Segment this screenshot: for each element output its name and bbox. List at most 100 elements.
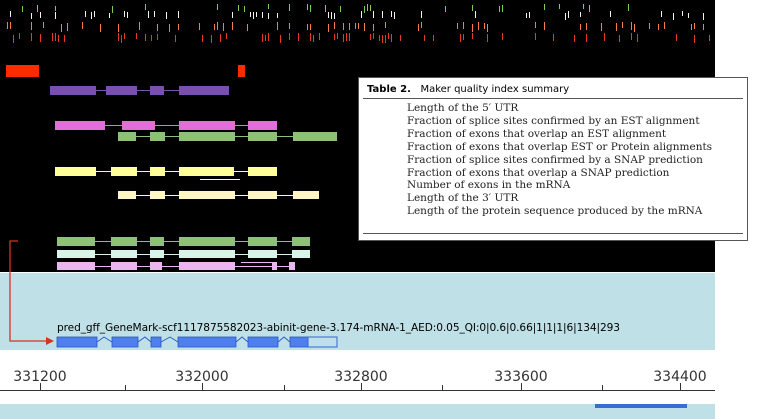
alignment-exon[interactable] [55,167,96,176]
evidence-tick [688,13,689,18]
evidence-tick [202,35,203,42]
evidence-tick [250,12,251,17]
evidence-tick [10,11,11,17]
alignment-exon[interactable] [289,262,295,270]
alignment-exon[interactable] [118,191,136,199]
evidence-tick [391,11,392,17]
alignment-exon[interactable] [293,191,319,199]
alignment-exon[interactable] [150,132,165,141]
evidence-tick [55,12,56,19]
gene-model-exon[interactable] [150,336,162,348]
evidence-tick [121,35,122,43]
ruler-axis [0,390,715,391]
gene-model-exon[interactable] [247,336,279,348]
evidence-tick [358,23,359,29]
alignment-exon[interactable] [150,167,165,176]
evidence-tick [463,34,464,40]
alignment-exon[interactable] [150,250,164,258]
evidence-tick [94,11,95,17]
alignment-exon[interactable] [111,250,137,258]
alignment-exon[interactable] [118,132,136,141]
alignment-exon[interactable] [248,167,277,176]
alignment-exon[interactable] [150,262,162,270]
evidence-tick [319,33,320,40]
alignment-exon[interactable] [292,237,310,246]
evidence-tick [544,4,545,10]
ruler-tick [125,385,126,390]
table-caption-label: Table 2. [367,84,411,95]
alignment-exon[interactable] [111,262,137,270]
alignment-exon[interactable] [179,167,234,176]
evidence-tick [217,22,218,30]
alignment-exon[interactable] [179,191,235,199]
red-feature-block[interactable] [6,65,39,77]
alignment-exon[interactable] [106,86,137,95]
evidence-tick [127,12,128,18]
alignment-exon[interactable] [272,262,277,270]
evidence-tick [691,24,692,30]
alignment-exon[interactable] [179,132,235,141]
evidence-tick [10,22,11,29]
table-top-rule [363,98,743,99]
red-feature-block[interactable] [238,65,245,77]
alignment-exon[interactable] [179,237,235,246]
gene-model-structure[interactable] [50,334,395,354]
evidence-tick [124,11,125,17]
evidence-tick [601,23,602,31]
alignment-exon[interactable] [179,121,235,130]
evidence-tick [544,22,545,30]
evidence-tick [13,35,14,43]
evidence-tick [703,13,704,20]
alignment-exon[interactable] [55,121,105,130]
alignment-exon[interactable] [122,121,155,130]
evidence-tick [694,35,695,43]
alignment-exon[interactable] [248,250,277,258]
evidence-tick [370,34,371,40]
evidence-tick [37,5,38,12]
alignment-exon[interactable] [111,167,137,176]
lower-track-feature[interactable] [595,404,687,408]
ruler-tick [442,385,443,390]
alignment-exon[interactable] [57,262,95,270]
evidence-tick [337,33,338,39]
evidence-tick [112,6,113,13]
alignment-intron [96,171,111,172]
gene-model-exon[interactable] [289,336,309,348]
alignment-exon[interactable] [248,121,277,130]
alignment-exon[interactable] [57,237,95,246]
gene-model-exon[interactable] [177,336,237,348]
evidence-tick [151,35,152,41]
evidence-tick [610,11,611,17]
alignment-exon[interactable] [57,250,95,258]
gene-model-utr[interactable] [307,336,338,348]
alignment-exon[interactable] [248,132,277,141]
alignment-exon[interactable] [179,86,229,95]
evidence-tick [637,34,638,42]
alignment-exon[interactable] [150,191,165,199]
alignment-exon[interactable] [150,237,164,246]
alignment-exon[interactable] [111,237,137,246]
table-row: Length of the 3′ UTR [407,192,519,205]
alignment-exon[interactable] [248,191,277,199]
alignment-exon[interactable] [179,262,235,270]
alignment-exon[interactable] [50,86,96,95]
evidence-tick [379,35,380,41]
evidence-tick [472,24,473,32]
evidence-tick [457,23,458,29]
table-bottom-rule [363,233,743,234]
evidence-tick [709,35,710,41]
alignment-exon[interactable] [248,237,277,246]
table-row: Fraction of exons that overlap an EST al… [407,127,667,140]
ruler-tick [680,383,681,390]
evidence-tick [580,12,581,17]
alignment-exon[interactable] [292,250,310,258]
gene-model-exon[interactable] [111,336,139,348]
evidence-tick [502,5,503,12]
alignment-exon[interactable] [150,86,164,95]
gene-model-exon[interactable] [56,336,98,348]
alignment-intron [241,262,273,263]
alignment-exon[interactable] [179,250,235,258]
evidence-tick [421,11,422,18]
alignment-exon[interactable] [293,132,337,141]
evidence-tick [175,35,176,42]
